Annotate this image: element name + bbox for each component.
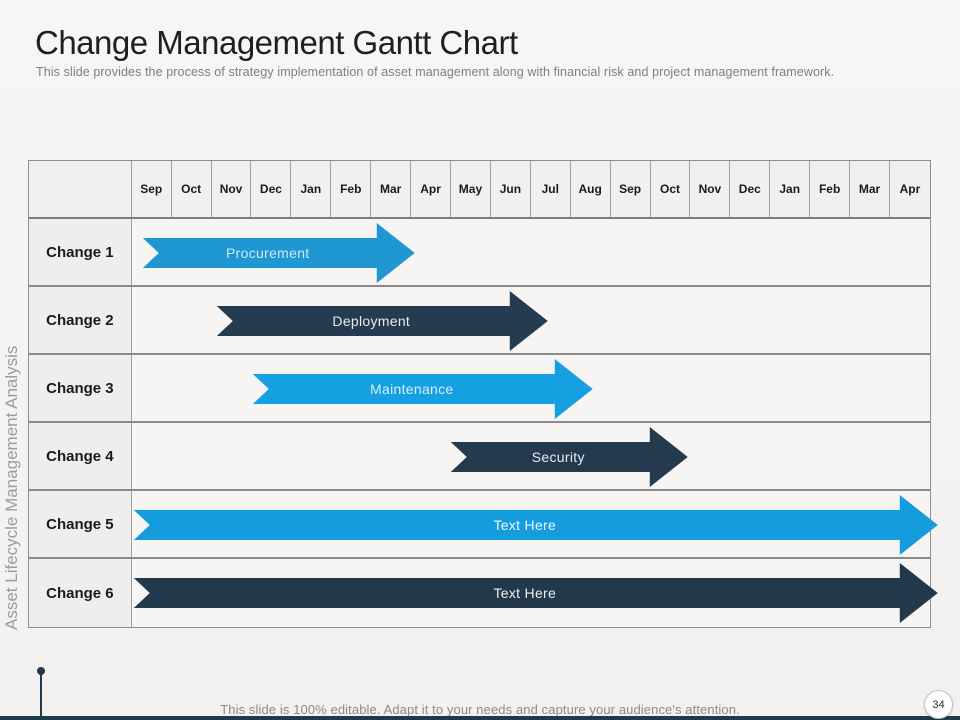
gantt-row: Change 5 Text Here xyxy=(29,491,938,559)
row-timeline: Deployment xyxy=(132,287,930,353)
gantt-arrow: Text Here xyxy=(133,495,938,555)
row-label: Change 1 xyxy=(29,219,132,285)
arrow-label: Security xyxy=(531,449,585,465)
gantt-arrow: Security xyxy=(450,427,688,487)
bottom-bar xyxy=(0,716,960,720)
footer-note: This slide is 100% editable. Adapt it to… xyxy=(220,702,740,717)
arrow-label: Text Here xyxy=(493,585,557,601)
month-header-cell: Mar xyxy=(850,161,890,217)
month-header-cell: Nov xyxy=(690,161,731,217)
gantt-body: Change 1 Procurement Change 2 Deployment Cha… xyxy=(29,219,938,627)
month-header-cell: Feb xyxy=(331,161,372,217)
slide-title: Change Management Gantt Chart xyxy=(35,24,518,61)
slide-subtitle: This slide provides the process of strat… xyxy=(36,65,835,79)
row-timeline: Procurement xyxy=(132,219,930,285)
month-header-cell: Sep xyxy=(132,161,172,217)
row-timeline: Text Here xyxy=(132,491,938,557)
month-header-cell: Nov xyxy=(212,161,252,217)
gantt-arrow: Deployment xyxy=(216,291,548,351)
month-header-cell: Mar xyxy=(371,161,412,217)
month-header-cell: Oct xyxy=(651,161,691,217)
month-header-cell: Jan xyxy=(291,161,332,217)
month-header-cell: Aug xyxy=(571,161,611,217)
gantt-table: Sep Oct Nov Dec Jan Feb Mar Apr May Jun Jul Aug Sep O… xyxy=(28,160,938,628)
arrow-label: Procurement xyxy=(226,245,310,261)
row-timeline: Maintenance xyxy=(132,355,930,421)
row-label: Change 4 xyxy=(29,423,132,489)
side-label: Asset Lifecycle Management Analysis xyxy=(2,345,21,630)
month-header-cell: Sep xyxy=(611,161,651,217)
gantt-row: Change 6 Text Here xyxy=(29,559,938,627)
page-number-badge: 34 xyxy=(924,690,953,719)
month-header-cell: Dec xyxy=(251,161,292,217)
row-label: Change 3 xyxy=(29,355,132,421)
row-timeline: Text Here xyxy=(132,559,938,627)
corner-cell xyxy=(29,161,132,217)
gantt-row: Change 3 Maintenance xyxy=(29,355,930,423)
gantt-row: Change 1 Procurement xyxy=(29,219,930,287)
timeline-marker-line xyxy=(40,674,42,720)
row-label: Change 2 xyxy=(29,287,132,353)
month-header-cell: Apr xyxy=(899,182,921,196)
month-header-cell: Oct xyxy=(172,161,212,217)
arrow-label: Maintenance xyxy=(370,381,454,397)
month-header-cell: May xyxy=(451,161,491,217)
month-header-cell: Jul xyxy=(531,161,571,217)
month-header-row: Sep Oct Nov Dec Jan Feb Mar Apr May Jun Jul Aug Sep O… xyxy=(29,161,930,219)
row-label: Change 6 xyxy=(29,559,132,627)
gantt-row: Change 2 Deployment xyxy=(29,287,930,355)
arrow-label: Deployment xyxy=(332,313,411,329)
month-header-cell: Dec xyxy=(730,161,771,217)
gantt-arrow: Text Here xyxy=(133,563,938,623)
month-header-cell: Apr xyxy=(411,161,452,217)
timeline-marker-dot xyxy=(37,667,45,675)
arrow-label: Text Here xyxy=(493,517,557,533)
gantt-row: Change 4 Security xyxy=(29,423,930,491)
row-timeline: Security xyxy=(132,423,930,489)
gantt-arrow: Maintenance xyxy=(252,359,593,419)
row-label: Change 5 xyxy=(29,491,132,557)
gantt-arrow: Procurement xyxy=(142,223,415,283)
month-header-cell: Jan xyxy=(770,161,811,217)
month-header-cell: Feb xyxy=(810,161,851,217)
month-header-cell: Jun xyxy=(491,161,531,217)
